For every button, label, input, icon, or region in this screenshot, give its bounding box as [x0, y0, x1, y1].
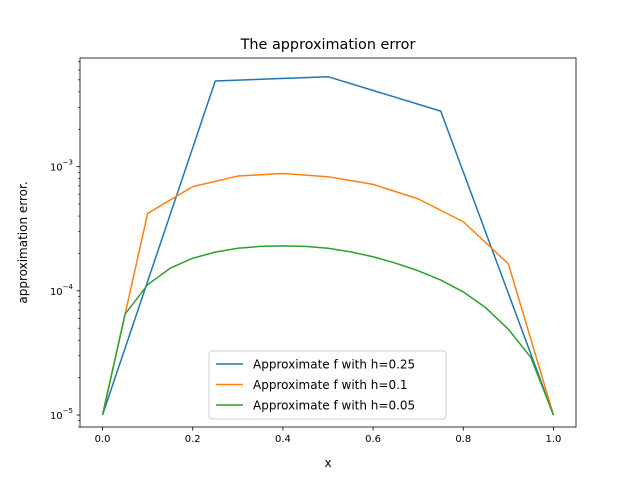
series-line-3 — [101, 245, 555, 416]
chart-title: The approximation error — [240, 37, 416, 53]
legend-label-2: Approximate f with h=0.1 — [253, 378, 408, 392]
legend-label-3: Approximate f with h=0.05 — [253, 399, 415, 413]
x-tick-label: 1.0 — [546, 434, 562, 445]
x-tick-label: 0.0 — [95, 434, 111, 445]
x-tick-label: 0.4 — [275, 434, 291, 445]
x-tick-label: 0.6 — [365, 434, 381, 445]
axes-frame — [79, 57, 577, 428]
x-axis-label: x — [324, 456, 331, 470]
series-line-1 — [101, 75, 555, 416]
x-tick-label: 0.8 — [455, 434, 471, 445]
y-tick-label: 10−3 — [50, 159, 73, 174]
x-tick-label: 0.2 — [185, 434, 201, 445]
series-line-2 — [101, 172, 555, 416]
plot-area — [101, 75, 555, 416]
legend-box — [208, 350, 447, 420]
x-axis: 0.0 0.2 0.4 0.6 0.8 1.0 — [95, 427, 562, 445]
legend: Approximate f with h=0.25 Approximate f w… — [208, 350, 447, 420]
y-axis-label: approximation error. — [16, 181, 30, 303]
y-tick-label: 10−4 — [50, 283, 74, 298]
y-tick-label: 10−5 — [50, 407, 73, 422]
legend-label-1: Approximate f with h=0.25 — [253, 358, 415, 372]
